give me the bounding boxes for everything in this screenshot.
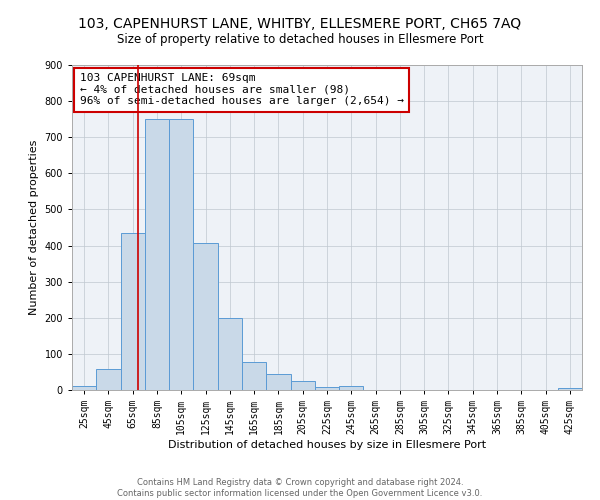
Bar xyxy=(266,374,290,390)
Bar xyxy=(121,233,145,390)
Bar xyxy=(218,318,242,390)
Bar xyxy=(96,369,121,390)
Bar xyxy=(290,381,315,390)
Bar xyxy=(145,119,169,390)
Text: 103 CAPENHURST LANE: 69sqm
← 4% of detached houses are smaller (98)
96% of semi-: 103 CAPENHURST LANE: 69sqm ← 4% of detac… xyxy=(80,73,404,106)
Bar xyxy=(72,386,96,390)
Bar xyxy=(169,119,193,390)
Bar xyxy=(242,362,266,390)
Bar xyxy=(339,386,364,390)
Text: Size of property relative to detached houses in Ellesmere Port: Size of property relative to detached ho… xyxy=(116,32,484,46)
Text: Contains HM Land Registry data © Crown copyright and database right 2024.
Contai: Contains HM Land Registry data © Crown c… xyxy=(118,478,482,498)
Bar xyxy=(558,388,582,390)
Y-axis label: Number of detached properties: Number of detached properties xyxy=(29,140,39,315)
X-axis label: Distribution of detached houses by size in Ellesmere Port: Distribution of detached houses by size … xyxy=(168,440,486,450)
Bar xyxy=(315,388,339,390)
Text: 103, CAPENHURST LANE, WHITBY, ELLESMERE PORT, CH65 7AQ: 103, CAPENHURST LANE, WHITBY, ELLESMERE … xyxy=(79,18,521,32)
Bar xyxy=(193,243,218,390)
